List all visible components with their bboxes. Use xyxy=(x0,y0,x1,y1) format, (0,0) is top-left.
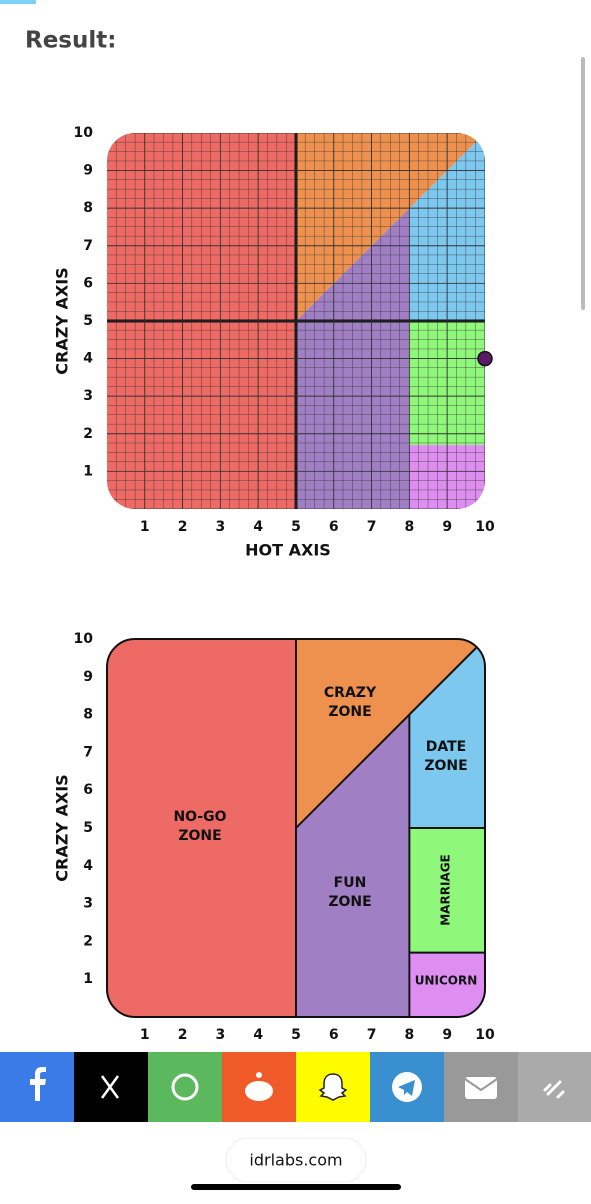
x-tick-label: 7 xyxy=(367,519,377,535)
zone-label: DATE xyxy=(426,739,466,755)
top-accent xyxy=(0,0,36,4)
x-tick-label: 8 xyxy=(405,519,415,535)
y-tick-label: 1 xyxy=(83,463,93,479)
zone-label: MARRIAGE xyxy=(439,854,453,926)
x-tick-label: 6 xyxy=(329,519,339,535)
zone-label: FUN xyxy=(334,875,367,891)
x-axis-label: HOT AXIS xyxy=(245,541,331,560)
zone-label: ZONE xyxy=(328,894,371,910)
y-tick-label: 4 xyxy=(83,858,93,874)
whatsapp-button[interactable] xyxy=(148,1052,222,1122)
y-tick-label: 7 xyxy=(83,744,93,760)
x-tick-label: 6 xyxy=(329,1027,339,1043)
x-tick-label: 10 xyxy=(475,519,495,535)
y-tick-label: 6 xyxy=(83,782,93,798)
y-axis-label: CRAZY AXIS xyxy=(53,774,72,881)
x-tick-label: 10 xyxy=(475,1027,495,1043)
scrollbar xyxy=(581,57,585,310)
home-indicator xyxy=(191,1184,401,1190)
y-tick-label: 5 xyxy=(83,313,93,329)
y-tick-label: 9 xyxy=(83,163,93,179)
zone-label: CRAZY xyxy=(324,685,377,701)
url-pill[interactable] xyxy=(225,1137,367,1183)
y-axis-label: CRAZY AXIS xyxy=(53,267,72,374)
y-tick-label: 3 xyxy=(83,896,93,912)
x-tick-label: 5 xyxy=(291,519,301,535)
x-tick-label: 8 xyxy=(405,1027,415,1043)
y-tick-label: 8 xyxy=(83,707,93,723)
grid xyxy=(107,133,485,509)
result-title: Result: xyxy=(25,28,116,54)
x-tick-label: 1 xyxy=(140,519,150,535)
x-tick-label: 4 xyxy=(253,1027,263,1043)
zone-label: NO-GO xyxy=(173,809,226,825)
y-tick-label: 8 xyxy=(83,200,93,216)
y-tick-label: 7 xyxy=(83,238,93,254)
x-tick-label: 7 xyxy=(367,1027,377,1043)
x-tick-label: 2 xyxy=(178,519,188,535)
x-tick-label: 1 xyxy=(140,1027,150,1043)
y-tick-label: 1 xyxy=(83,971,93,987)
y-tick-label: 6 xyxy=(83,275,93,291)
url-text: idrlabs.com xyxy=(249,1151,342,1170)
share-bar xyxy=(0,1052,591,1122)
zone-label: UNICORN xyxy=(415,974,478,988)
x-tick-label: 9 xyxy=(442,519,452,535)
y-tick-label: 5 xyxy=(83,820,93,836)
y-tick-label: 3 xyxy=(83,388,93,404)
x-tick-label: 2 xyxy=(178,1027,188,1043)
result-point xyxy=(477,350,493,367)
y-tick-label: 2 xyxy=(83,426,93,442)
x-tick-label: 3 xyxy=(216,519,226,535)
x-tick-label: 4 xyxy=(253,519,263,535)
x-tick-label: 3 xyxy=(216,1027,226,1043)
x-tick-label: 9 xyxy=(442,1027,452,1043)
zone-label: ZONE xyxy=(328,704,371,720)
zone-map xyxy=(107,639,485,1017)
y-tick-label: 2 xyxy=(83,933,93,949)
y-tick-label: 9 xyxy=(83,669,93,685)
zone-border xyxy=(106,638,486,1018)
zone-label: ZONE xyxy=(424,758,467,774)
y-tick-label: 10 xyxy=(74,125,94,141)
x-tick-label: 5 xyxy=(291,1027,301,1043)
y-tick-label: 4 xyxy=(83,351,93,367)
y-tick-label: 10 xyxy=(74,631,94,647)
zone-label: ZONE xyxy=(178,828,221,844)
